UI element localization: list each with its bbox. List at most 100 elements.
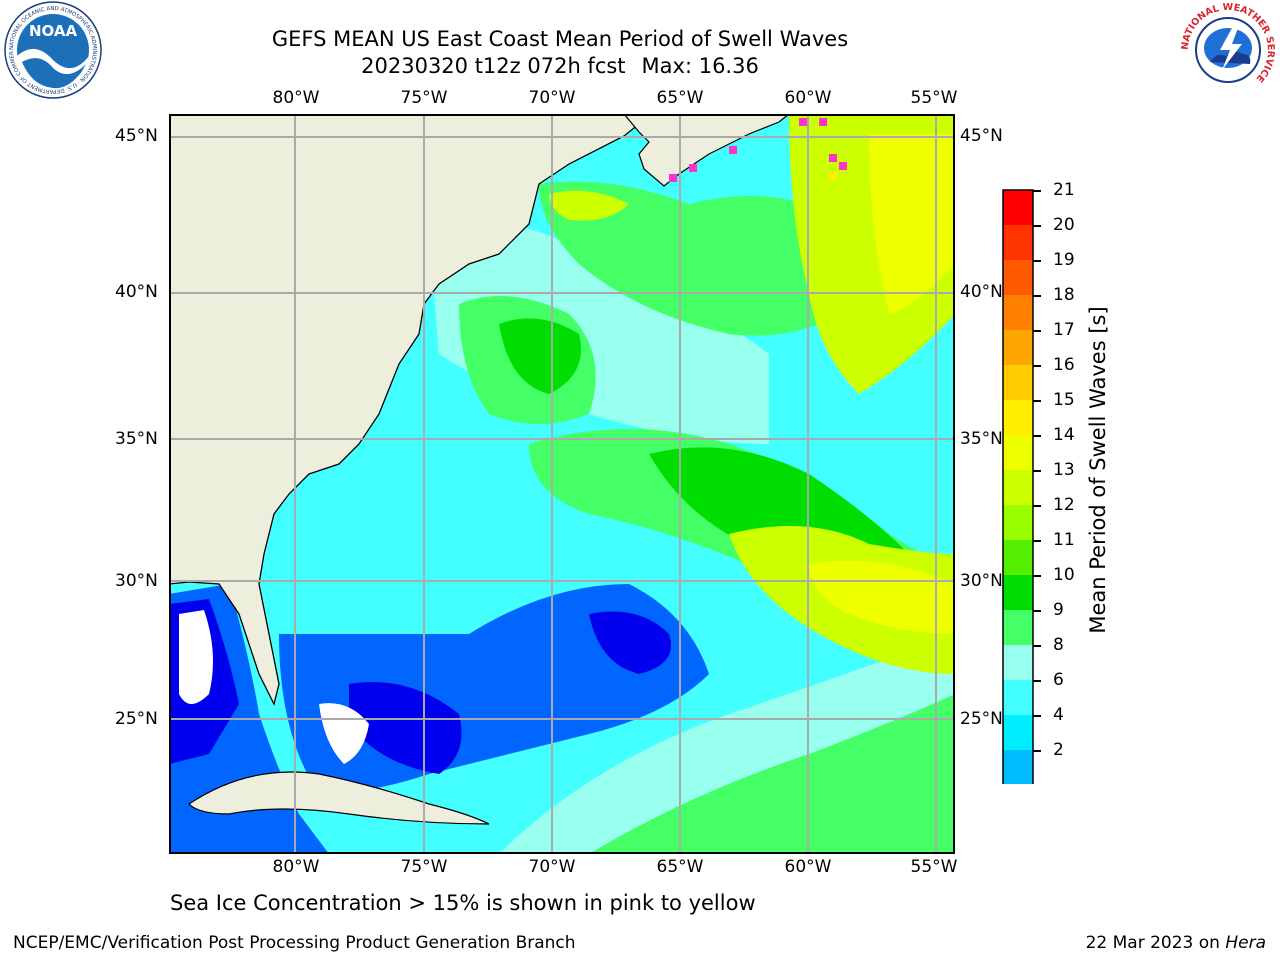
colorbar-tick-mark [1033,470,1041,472]
forecast-run: 20230320 t12z 072h fcst [361,54,626,78]
colorbar-tick-label: 9 [1053,600,1064,620]
colorbar [1002,188,1034,784]
colorbar-segment [1003,435,1033,470]
lat-label-right: 40°N [960,282,1003,302]
colorbar-tick-mark [1033,400,1041,402]
colorbar-tick-mark [1033,750,1041,752]
colorbar-segment [1003,715,1033,750]
colorbar-tick-mark [1033,505,1041,507]
max-value: Max: 16.36 [641,54,759,78]
lat-label-right: 35°N [960,429,1003,449]
colorbar-tick-label: 12 [1053,495,1075,515]
lon-label-top: 80°W [272,88,320,108]
colorbar-segment [1003,750,1033,784]
swell-small-north-yellow [549,190,629,221]
colorbar-tick-mark [1033,540,1041,542]
swell-core-green [499,318,581,394]
swell-yellow-ne [869,134,955,314]
colorbar-tick-label: 6 [1053,670,1064,690]
nws-logo: NATIONAL WEATHER SERVICE [1176,0,1280,100]
colorbar-segment [1003,225,1033,260]
colorbar-tick-label: 8 [1053,635,1064,655]
land-us-east-coast [169,114,641,706]
colorbar-segment [1003,365,1033,400]
colorbar-segment [1003,645,1033,680]
colorbar-tick-label: 14 [1053,425,1075,445]
colorbar-tick-mark [1033,610,1041,612]
colorbar-tick-label: 16 [1053,355,1075,375]
colorbar-tick-label: 11 [1053,530,1075,550]
land-cuba [188,771,490,825]
colorbar-segment [1003,400,1033,435]
chart-title: GEFS MEAN US East Coast Mean Period of S… [271,27,849,51]
colorbar-tick-label: 13 [1053,460,1075,480]
lon-label-bottom: 65°W [656,857,704,877]
sea-ice-cell [689,164,697,172]
colorbar-segment [1003,575,1033,610]
noaa-text: NOAA [29,22,78,40]
colorbar-tick-mark [1033,295,1041,297]
lon-label-bottom: 80°W [272,857,320,877]
lon-label-top: 70°W [528,88,576,108]
swell-white-gulf [179,610,213,704]
colorbar-label: Mean Period of Swell Waves [s] [1086,306,1110,634]
noaa-logo: NOAA NATIONAL OCEANIC AND ATMOSPHERIC AD… [0,0,106,100]
map-border [169,114,955,854]
lat-label-left: 25°N [115,709,158,729]
colorbar-tick-mark [1033,680,1041,682]
sea-ice-cell [829,154,837,162]
lon-label-bottom: 75°W [400,857,448,877]
colorbar-tick-label: 20 [1053,215,1075,235]
swell-yellow-east [809,560,955,634]
lat-label-left: 45°N [115,126,158,146]
lon-label-top: 75°W [400,88,448,108]
colorbar-tick-mark [1033,645,1041,647]
footer-machine: Hera [1225,933,1266,953]
colorbar-tick-label: 15 [1053,390,1075,410]
sea-ice-cell [839,162,847,170]
sea-ice-note: Sea Ice Concentration > 15% is shown in … [170,891,756,915]
colorbar-tick-label: 21 [1053,180,1075,200]
lon-label-top: 60°W [784,88,832,108]
colorbar-tick-label: 4 [1053,705,1064,725]
colorbar-tick-mark [1033,715,1041,717]
colorbar-segment [1003,470,1033,505]
colorbar-tick-label: 2 [1053,740,1064,760]
graticule [169,114,955,854]
colorbar-tick-label: 19 [1053,250,1075,270]
lat-label-right: 45°N [960,126,1003,146]
colorbar-tick-label: 18 [1053,285,1075,305]
lat-label-left: 35°N [115,429,158,449]
colorbar-tick-label: 10 [1053,565,1075,585]
sea-ice-cell [829,172,837,180]
colorbar-segment [1003,505,1033,540]
footer-credit: NCEP/EMC/Verification Post Processing Pr… [13,933,576,953]
lat-label-left: 40°N [115,282,158,302]
lat-label-right: 25°N [960,709,1003,729]
colorbar-tick-mark [1033,330,1041,332]
colorbar-tick-mark [1033,190,1041,192]
lon-label-top: 65°W [656,88,704,108]
colorbar-segment [1003,295,1033,330]
swell-deepblue-south [589,611,671,674]
colorbar-outline [1002,189,1034,784]
lon-label-bottom: 60°W [784,857,832,877]
colorbar-tick-mark [1033,575,1041,577]
chart-subtitle: 20230320 t12z 072h fcst Max: 16.36 [160,54,960,78]
colorbar-tick-label: 17 [1053,320,1075,340]
colorbar-tick-mark [1033,225,1041,227]
lat-label-right: 30°N [960,571,1003,591]
colorbar-tick-mark [1033,260,1041,262]
swell-green-north [539,181,869,336]
swell-deepblue-bahamas [349,682,462,774]
lon-label-top: 55°W [910,88,958,108]
colorbar-segment [1003,190,1033,225]
lon-label-bottom: 70°W [528,857,576,877]
colorbar-segment [1003,680,1033,715]
colorbar-segment [1003,540,1033,575]
sea-ice-cell [799,118,807,126]
colorbar-segment [1003,260,1033,295]
colorbar-tick-mark [1033,365,1041,367]
colorbar-segment [1003,610,1033,645]
colorbar-tick-mark [1033,435,1041,437]
